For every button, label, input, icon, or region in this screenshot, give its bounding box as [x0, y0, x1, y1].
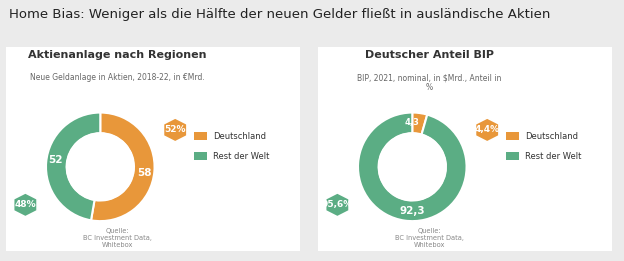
Text: 92,3: 92,3: [399, 206, 425, 216]
Text: Quelle:
BC Investment Data,
Whitebox: Quelle: BC Investment Data, Whitebox: [395, 228, 464, 248]
Text: BIP, 2021, nominal, in $Mrd., Anteil in
%: BIP, 2021, nominal, in $Mrd., Anteil in …: [358, 73, 502, 92]
Wedge shape: [412, 112, 427, 134]
Text: 48%: 48%: [14, 200, 36, 209]
Circle shape: [379, 133, 446, 200]
Bar: [194, 152, 207, 161]
Text: 95,6%: 95,6%: [322, 200, 353, 209]
Text: Quelle:
BC Investment Data,
Whitebox: Quelle: BC Investment Data, Whitebox: [83, 228, 152, 248]
Text: 52: 52: [49, 155, 63, 165]
Polygon shape: [475, 118, 499, 142]
Wedge shape: [46, 112, 100, 220]
Text: 58: 58: [137, 168, 152, 178]
Bar: [506, 152, 519, 161]
Bar: [194, 132, 207, 140]
Text: Neue Geldanlage in Aktien, 2018-22, in €Mrd.: Neue Geldanlage in Aktien, 2018-22, in €…: [31, 73, 205, 82]
Wedge shape: [91, 112, 155, 221]
Text: Home Bias: Weniger als die Hälfte der neuen Gelder fließt in ausländische Aktien: Home Bias: Weniger als die Hälfte der ne…: [9, 8, 551, 21]
Text: 4,3: 4,3: [405, 118, 420, 127]
Text: 52%: 52%: [165, 126, 186, 134]
Text: 4,4%: 4,4%: [475, 126, 500, 134]
Text: Rest der Welt: Rest der Welt: [525, 152, 582, 161]
Polygon shape: [163, 118, 187, 142]
Text: Deutschland: Deutschland: [213, 132, 266, 141]
Text: Deutscher Anteil BIP: Deutscher Anteil BIP: [365, 50, 494, 60]
Circle shape: [67, 133, 134, 200]
Polygon shape: [14, 193, 37, 217]
Text: Rest der Welt: Rest der Welt: [213, 152, 270, 161]
Text: Aktienanlage nach Regionen: Aktienanlage nach Regionen: [29, 50, 207, 60]
Text: Deutschland: Deutschland: [525, 132, 578, 141]
Bar: [506, 132, 519, 140]
Polygon shape: [326, 193, 349, 217]
Wedge shape: [358, 112, 467, 221]
